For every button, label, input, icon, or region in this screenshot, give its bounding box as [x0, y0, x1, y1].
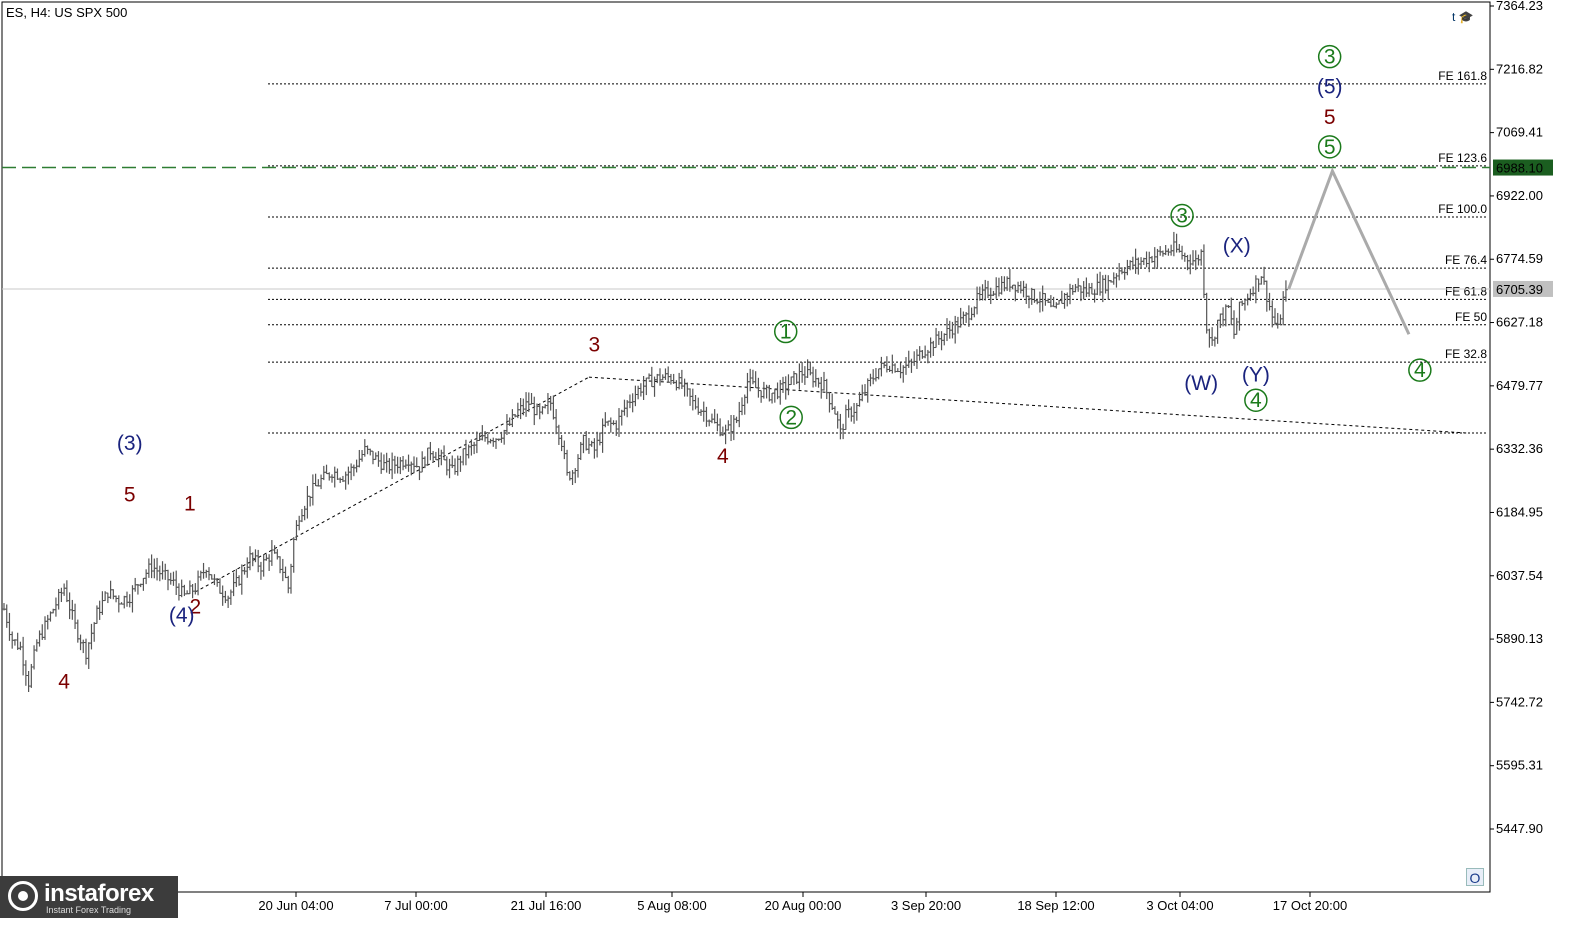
fe-label: FE 50 — [1455, 310, 1487, 324]
x-tick-label: 20 Aug 00:00 — [765, 898, 842, 913]
projection-path — [1287, 167, 1411, 335]
x-tick-label: 3 Oct 04:00 — [1146, 898, 1213, 913]
instaforex-logo: instaforex Instant Forex Trading — [0, 876, 178, 918]
y-tick-label: 5742.72 — [1496, 694, 1543, 709]
wave-label: 3 — [1324, 46, 1336, 69]
projection-line — [1287, 167, 1411, 335]
wave-label: 4 — [1250, 389, 1262, 412]
fe-label: FE 32.8 — [1445, 347, 1487, 361]
price-bars — [2, 231, 1288, 692]
wave-label: (X) — [1223, 235, 1251, 258]
wave-label: 5 — [1324, 106, 1336, 129]
wave-label: (Y) — [1242, 363, 1270, 386]
wave-circle — [1170, 203, 1194, 228]
wave-label: 4 — [717, 445, 729, 468]
wave-label: 3 — [589, 333, 601, 356]
graduation-cap-icon[interactable]: t 🎓 — [1452, 10, 1474, 24]
y-tick-label: 7216.82 — [1496, 61, 1543, 76]
chart-title: ES, H4: US SPX 500 — [6, 5, 128, 20]
trendline — [588, 376, 1467, 434]
wave-circle — [1408, 358, 1432, 382]
x-axis: 20 Jun 04:00 7 Jul 00:00 21 Jul 16:00 5 Aug… — [98, 892, 1347, 913]
logo-tagline: Instant Forex Trading — [46, 905, 132, 915]
fe-label: FE 76.4 — [1445, 253, 1487, 267]
y-tick-label: 6479.77 — [1496, 378, 1543, 393]
x-tick-label: 3 Sep 20:00 — [891, 898, 961, 913]
x-tick-label: 20 Jun 04:00 — [258, 898, 333, 913]
plot-frame — [1, 1, 1491, 893]
wave-circle — [773, 319, 798, 344]
y-tick-label: 6184.95 — [1496, 504, 1543, 519]
wave-label: 5 — [124, 484, 136, 507]
wave-circle — [1244, 388, 1268, 412]
x-tick-label: 17 Oct 20:00 — [1273, 898, 1347, 913]
y-axis: 7364.23 7216.82 7069.41 6922.00 6774.59 6627.… — [1490, 0, 1553, 836]
wave-label: (4) — [169, 604, 195, 627]
wave-label: (W) — [1184, 372, 1218, 395]
x-tick-label: 21 Jul 16:00 — [511, 898, 582, 913]
wave-label: 3 — [1176, 205, 1188, 228]
fe-label: FE 123.6 — [1438, 151, 1487, 165]
wave-label: 1 — [780, 321, 792, 344]
target-price-text: 6988.10 — [1496, 161, 1543, 176]
wave-label: 4 — [1414, 359, 1426, 382]
current-price-tag — [1493, 280, 1553, 297]
y-tick-label: 7069.41 — [1496, 125, 1543, 140]
wave-label: 4 — [58, 671, 70, 694]
wave-label: 2 — [785, 406, 797, 429]
y-tick-label: 5595.31 — [1496, 758, 1543, 773]
logo-brand: instaforex — [44, 880, 154, 907]
fe-levels: FE 161.8 FE 123.6 FE 100.0 FE 76.4 FE 61.8 FE… — [2, 69, 1490, 434]
y-tick-label: 6037.54 — [1496, 568, 1543, 583]
wave-circle — [1317, 135, 1342, 159]
y-tick-label: 6774.59 — [1496, 251, 1543, 266]
y-tick-label: 7364.23 — [1496, 0, 1543, 13]
y-tick-label: 5447.90 — [1496, 821, 1543, 836]
scroll-option-icon[interactable]: O — [1466, 868, 1484, 886]
fe-label: FE 161.8 — [1438, 69, 1487, 83]
fe-label: FE 100.0 — [1438, 202, 1487, 216]
fe-label: FE 61.8 — [1445, 284, 1487, 298]
x-tick-label: 18 Sep 12:00 — [1017, 898, 1094, 913]
wave-label: 2 — [189, 595, 201, 618]
wave-label: (5) — [1317, 76, 1343, 99]
gear-icon — [8, 881, 38, 911]
x-tick-label: 5 Aug 08:00 — [637, 898, 706, 913]
y-tick-label: 5890.13 — [1496, 631, 1543, 646]
y-tick-label: 6332.36 — [1496, 441, 1543, 456]
y-tick-label: 6627.18 — [1496, 315, 1543, 330]
wave-circle — [1317, 44, 1342, 69]
x-tick-label: 7 Jul 00:00 — [384, 898, 448, 913]
target-price-tag — [1493, 159, 1553, 176]
y-tick-label: 6922.00 — [1496, 188, 1543, 203]
wave-label: 1 — [184, 492, 196, 515]
current-price-text: 6705.39 — [1496, 282, 1543, 297]
wave-circle — [779, 405, 803, 430]
wave-label: 5 — [1324, 136, 1336, 159]
wave-label: (3) — [117, 432, 143, 455]
